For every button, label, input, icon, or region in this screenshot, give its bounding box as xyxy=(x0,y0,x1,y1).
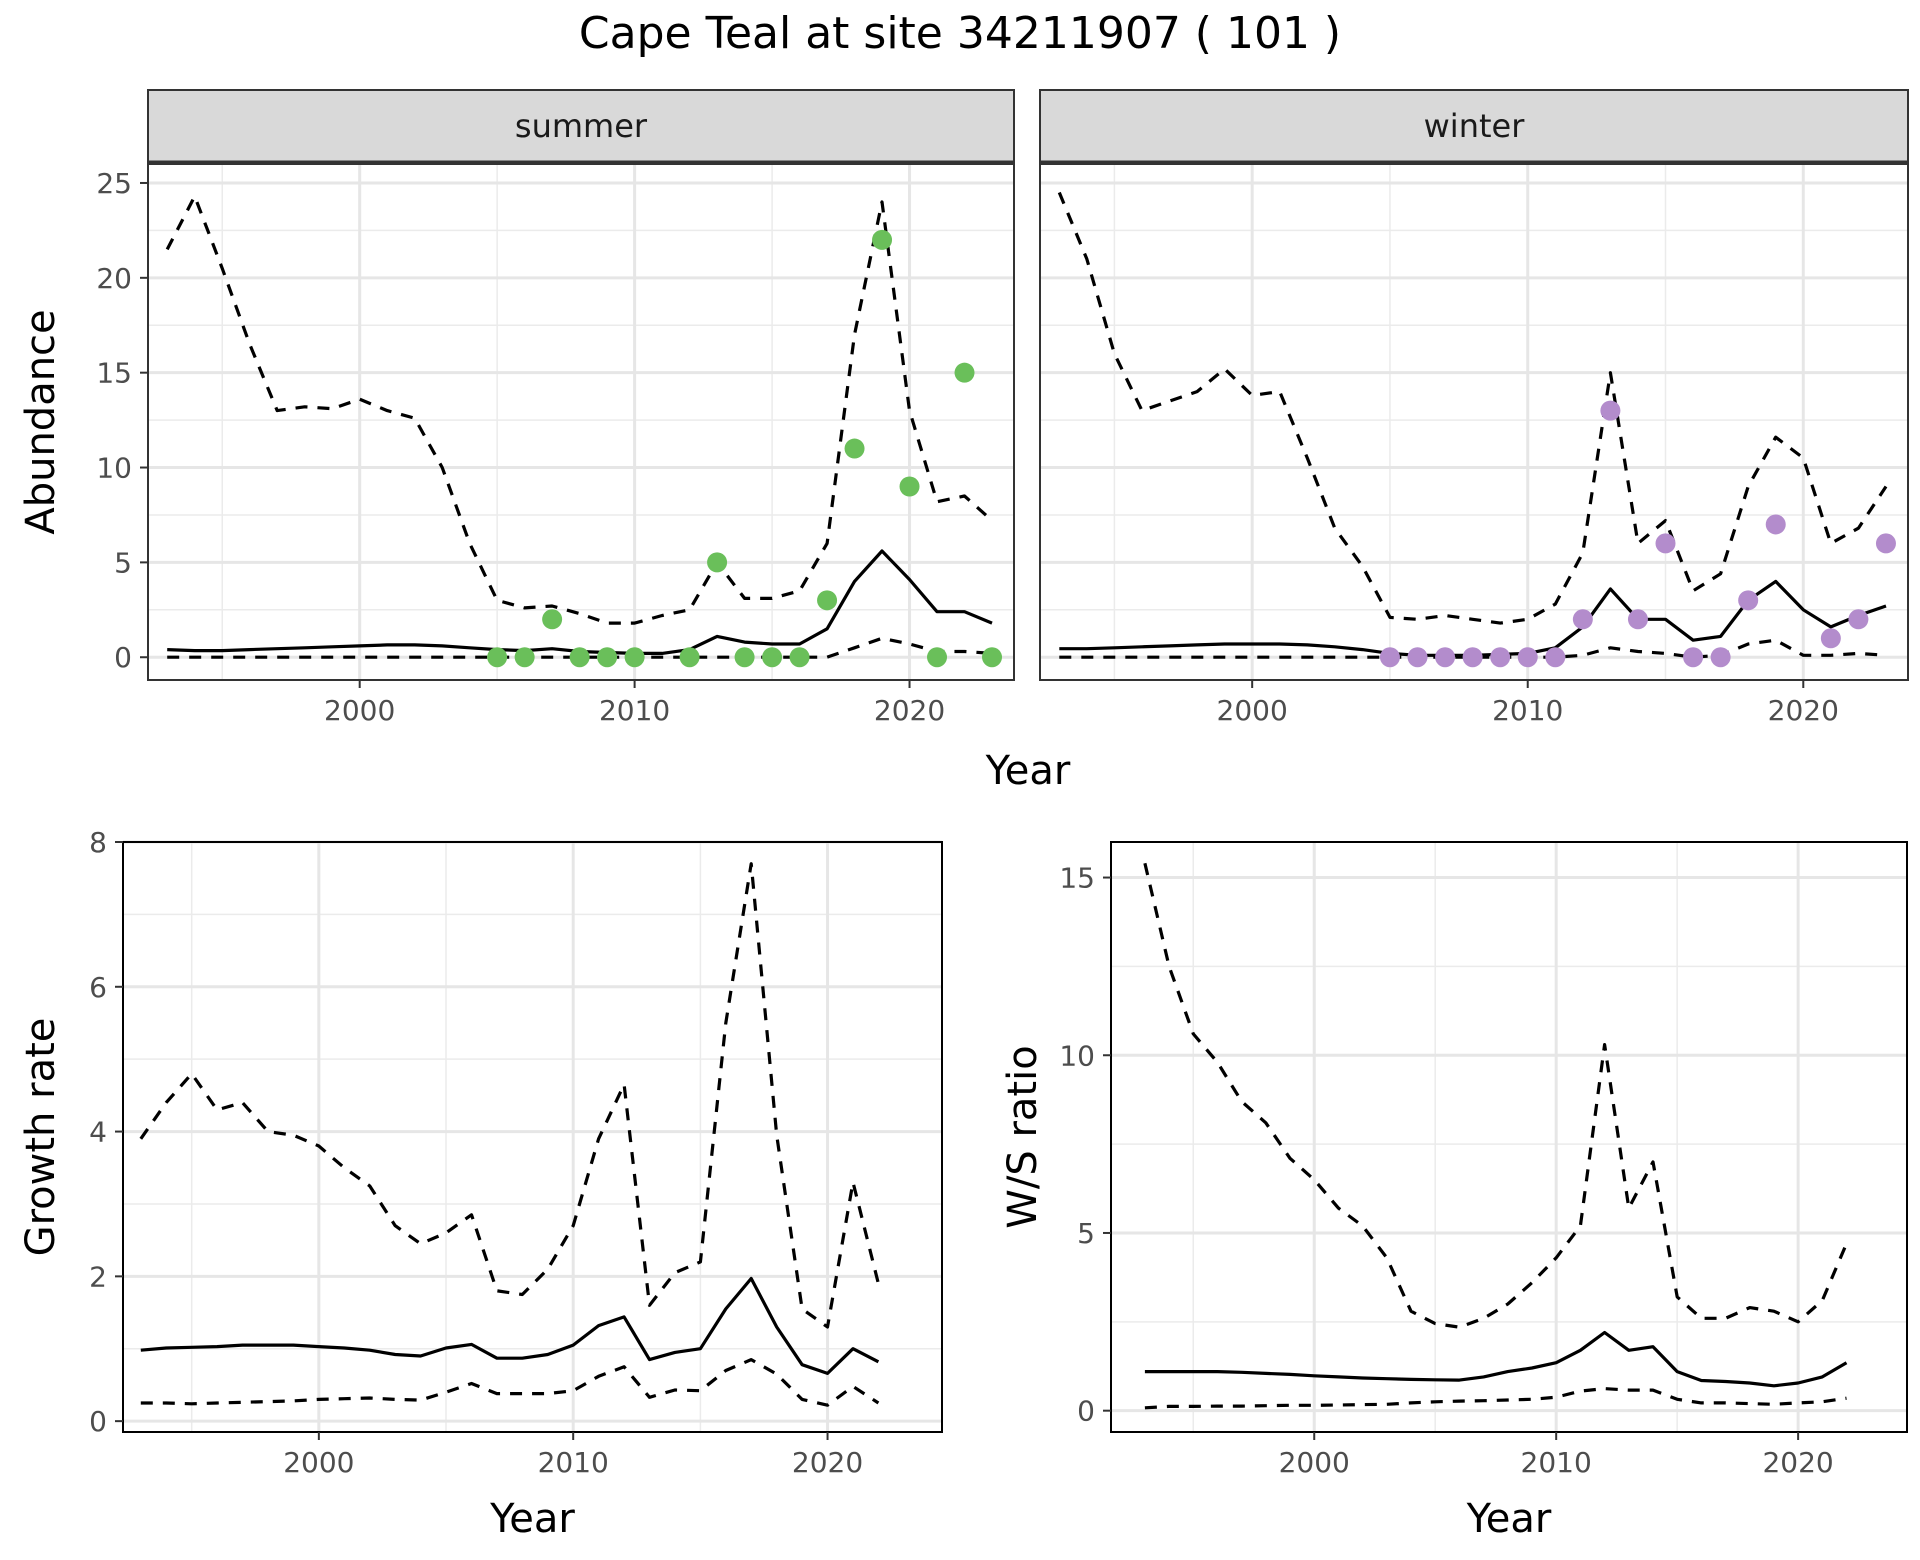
series-line-mean xyxy=(140,1276,880,1375)
shared-axis-titles: Year xyxy=(985,748,1071,794)
panel-border xyxy=(122,841,943,1433)
y-axis-title: Abundance xyxy=(18,309,64,534)
data-point xyxy=(542,609,563,630)
data-point xyxy=(597,647,618,668)
data-point xyxy=(1545,647,1566,668)
y-tick-label: 0 xyxy=(1077,1395,1095,1428)
data-point xyxy=(569,647,590,668)
y-tick-label: 4 xyxy=(89,1116,107,1149)
panel-border xyxy=(1039,163,1909,681)
data-point xyxy=(1627,609,1648,630)
x-tick-label: 2020 xyxy=(1768,694,1839,727)
x-tick-label: 2020 xyxy=(874,694,945,727)
series-line-upper xyxy=(1057,191,1888,625)
facet-label: winter xyxy=(1424,107,1526,145)
plot-background xyxy=(1040,164,1908,680)
y-axis-title: W/S ratio xyxy=(1000,1045,1046,1228)
x-tick-label: 2010 xyxy=(1521,1446,1592,1479)
data-point xyxy=(1490,647,1511,668)
panel-ws-ratio: 2000 2010 2020 0 5 10 15 Year W/S ratio xyxy=(1000,841,1908,1542)
series-line-upper xyxy=(139,862,880,1329)
data-point xyxy=(1875,533,1896,554)
series-line-lower xyxy=(1144,1387,1847,1410)
data-point xyxy=(1407,647,1428,668)
y-tick-label: 0 xyxy=(89,1405,107,1438)
y-tick-label: 10 xyxy=(1059,1039,1095,1072)
series-line-upper xyxy=(1143,862,1848,1329)
y-tick-label: 5 xyxy=(114,546,132,579)
x-tick-label: 2000 xyxy=(1279,1446,1350,1479)
x-tick-label: 2010 xyxy=(538,1446,609,1479)
data-point xyxy=(514,647,535,668)
y-tick-label: 5 xyxy=(1077,1217,1095,1250)
data-point xyxy=(1710,647,1731,668)
data-point xyxy=(1600,400,1621,421)
data-point xyxy=(1683,647,1704,668)
data-point xyxy=(1572,609,1593,630)
panel-border xyxy=(1110,841,1908,1433)
data-point xyxy=(927,647,948,668)
data-point xyxy=(734,647,755,668)
x-tick-label: 2000 xyxy=(283,1446,354,1479)
y-tick-label: 10 xyxy=(96,452,132,485)
data-point xyxy=(1765,514,1786,535)
x-tick-label: 2010 xyxy=(599,694,670,727)
data-point xyxy=(872,229,893,250)
x-axis-title-shared: Year xyxy=(985,748,1071,794)
y-tick-label: 25 xyxy=(96,167,132,200)
facet-label: summer xyxy=(515,107,648,145)
panel-growth-rate: 2000 2010 2020 0 2 4 6 8 Year Growth rate xyxy=(18,826,943,1542)
data-point xyxy=(844,438,865,459)
data-point xyxy=(1462,647,1483,668)
y-tick-label: 8 xyxy=(89,826,107,859)
data-point xyxy=(1820,628,1841,649)
data-point xyxy=(1738,590,1759,611)
y-tick-label: 15 xyxy=(96,357,132,390)
y-axis-title: Growth rate xyxy=(18,1018,64,1257)
x-tick-label: 2000 xyxy=(324,694,395,727)
plot-background xyxy=(1111,842,1907,1432)
plot-background xyxy=(148,164,1014,680)
data-point xyxy=(762,647,783,668)
x-tick-label: 2010 xyxy=(1492,694,1563,727)
data-point xyxy=(899,476,920,497)
facet-strip xyxy=(1039,89,1909,163)
data-point xyxy=(487,647,508,668)
data-point xyxy=(624,647,645,668)
x-tick-label: 2020 xyxy=(1762,1446,1833,1479)
data-point xyxy=(707,552,728,573)
x-tick-label: 2020 xyxy=(792,1446,863,1479)
data-point xyxy=(1517,647,1538,668)
y-tick-label: 0 xyxy=(114,641,132,674)
data-point xyxy=(789,647,810,668)
panel-abundance-summer: summer 2000 2010 2020 0 5 10 15 20 25 Abundance xyxy=(18,89,1015,727)
data-point xyxy=(817,590,838,611)
data-point xyxy=(1379,647,1400,668)
y-tick-label: 15 xyxy=(1059,862,1095,895)
series-line-lower xyxy=(1059,638,1887,659)
data-point xyxy=(1435,647,1456,668)
x-axis-title: Year xyxy=(1466,1496,1552,1542)
y-tick-label: 6 xyxy=(89,971,107,1004)
y-tick-label: 2 xyxy=(89,1260,107,1293)
series-line-upper xyxy=(165,194,994,625)
data-point xyxy=(1655,533,1676,554)
data-point xyxy=(1848,609,1869,630)
panel-border xyxy=(147,163,1015,681)
series-line-lower xyxy=(167,636,993,659)
plot-background xyxy=(123,842,942,1432)
data-point xyxy=(954,362,975,383)
x-tick-label: 2000 xyxy=(1217,694,1288,727)
figure-title: Cape Teal at site 34211907 ( 101 ) xyxy=(578,8,1342,59)
data-point xyxy=(982,647,1003,668)
x-axis-title: Year xyxy=(489,1496,575,1542)
data-point xyxy=(679,647,700,668)
series-line-mean xyxy=(1144,1330,1848,1388)
panel-abundance-winter: winter 2000 2010 2020 xyxy=(1039,89,1909,727)
y-tick-label: 20 xyxy=(96,262,132,295)
